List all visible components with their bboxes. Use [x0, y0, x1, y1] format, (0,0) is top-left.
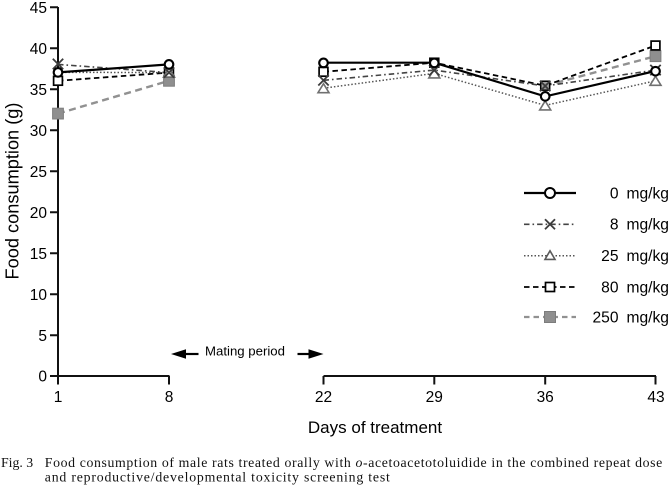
- svg-text:Fig. 3: Fig. 3: [1, 455, 33, 470]
- svg-text:15: 15: [30, 246, 47, 263]
- svg-text:Days of treatment: Days of treatment: [308, 418, 442, 437]
- svg-text:43: 43: [647, 389, 664, 406]
- svg-text:Mating period: Mating period: [205, 344, 285, 359]
- svg-text:250: 250: [592, 309, 618, 326]
- svg-text:40: 40: [30, 41, 48, 58]
- svg-text:Food consumption (g): Food consumption (g): [3, 103, 23, 280]
- svg-text:25: 25: [30, 164, 47, 181]
- svg-text:29: 29: [426, 389, 443, 406]
- svg-text:mg/kg: mg/kg: [627, 185, 669, 202]
- svg-text:0: 0: [38, 369, 47, 386]
- svg-text:mg/kg: mg/kg: [627, 248, 669, 265]
- svg-text:10: 10: [30, 287, 48, 304]
- svg-text:1: 1: [54, 389, 63, 406]
- svg-text:Food consumption of male rats: Food consumption of male rats treated or…: [45, 455, 663, 470]
- svg-text:25: 25: [601, 248, 619, 265]
- svg-text:35: 35: [30, 82, 47, 99]
- svg-text:8: 8: [165, 389, 174, 406]
- svg-text:30: 30: [30, 123, 48, 140]
- svg-text:80: 80: [601, 279, 619, 296]
- svg-text:22: 22: [315, 389, 332, 406]
- svg-text:20: 20: [30, 205, 48, 222]
- svg-text:8: 8: [610, 217, 619, 234]
- svg-text:mg/kg: mg/kg: [627, 309, 669, 326]
- svg-text:45: 45: [30, 0, 47, 17]
- svg-text:and reproductive/developmental: and reproductive/developmental toxicity …: [45, 470, 391, 485]
- svg-text:mg/kg: mg/kg: [627, 279, 669, 296]
- svg-text:5: 5: [38, 328, 47, 345]
- svg-text:mg/kg: mg/kg: [627, 217, 669, 234]
- svg-text:0: 0: [610, 185, 619, 202]
- svg-text:36: 36: [537, 389, 554, 406]
